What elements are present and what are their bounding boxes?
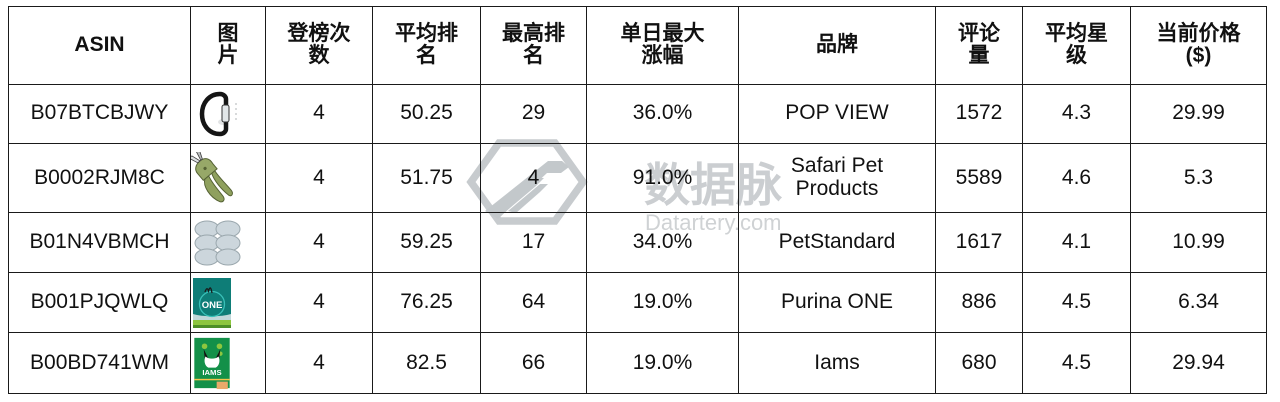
svg-text:ONE: ONE: [202, 300, 223, 311]
svg-text:IAMS: IAMS: [202, 368, 221, 377]
